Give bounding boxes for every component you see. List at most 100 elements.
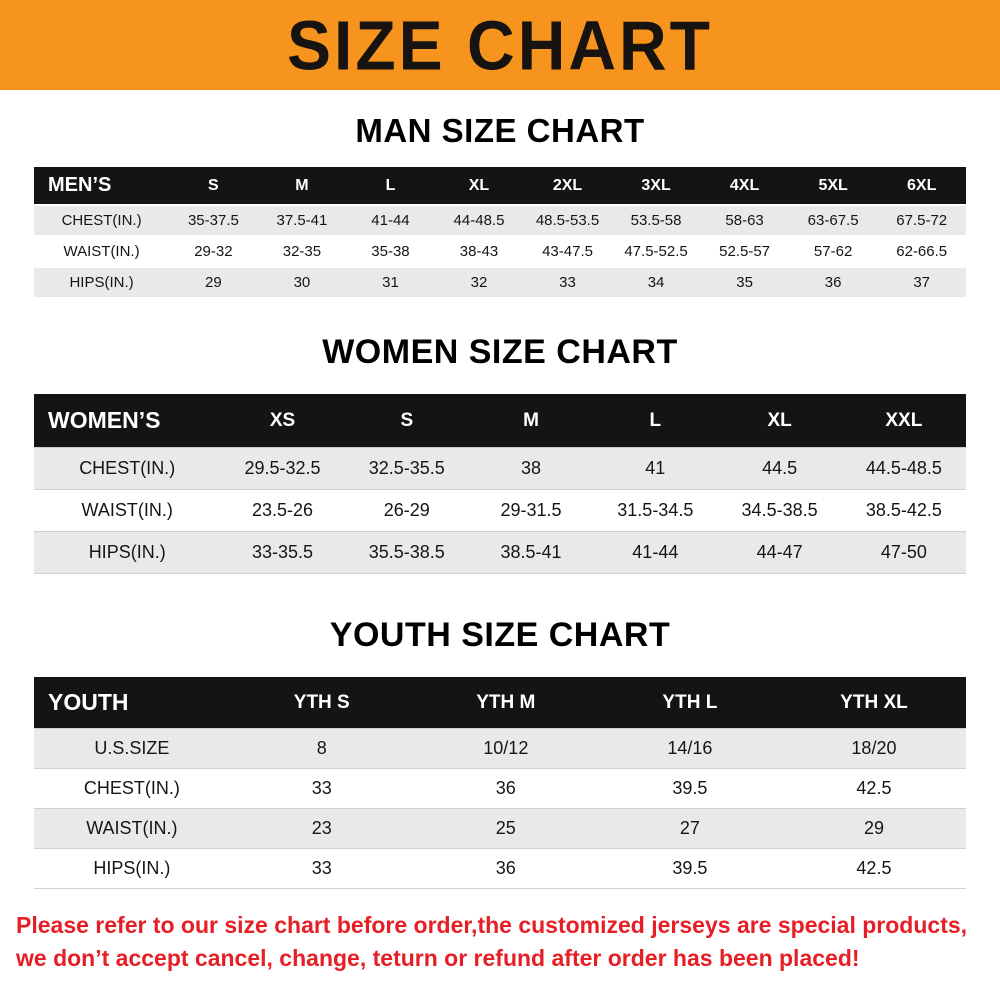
table-corner-label: YOUTH	[34, 677, 230, 729]
column-header: L	[346, 167, 435, 205]
size-value: 38	[468, 447, 594, 490]
size-value: 10/12	[413, 728, 598, 769]
size-value: 41-44	[593, 531, 718, 574]
section-women-size-chart: WOMEN SIZE CHART WOMEN’S XS S M L XL XXL CHEST(I…	[0, 333, 1000, 574]
note-line-2: we don’t accept cancel, change, teturn o…	[16, 945, 860, 972]
size-value: 36	[413, 848, 598, 889]
size-value: 32.5-35.5	[344, 447, 469, 490]
row-label: CHEST(IN.)	[34, 204, 170, 236]
table-corner-label: MEN’S	[34, 167, 170, 205]
column-header: M	[468, 394, 594, 448]
size-value: 34.5-38.5	[717, 489, 842, 532]
row-label: CHEST(IN.)	[34, 447, 221, 490]
disclaimer-note: Please refer to our size chart before or…	[16, 909, 984, 976]
size-value: 29-31.5	[468, 489, 594, 532]
table-row: WAIST(IN.) 29-32 32-35 35-38 38-43 43-47.5 47.…	[34, 235, 966, 267]
size-value: 29.5-32.5	[220, 447, 345, 490]
size-value: 29	[781, 808, 966, 849]
tables: MAN SIZE CHART MEN’S S M L XL 2XL 3XL 4XL 5XL 6XL C…	[0, 112, 1000, 889]
size-value: 23	[229, 808, 414, 849]
table-corner-label: WOMEN’S	[34, 394, 221, 448]
size-value: 37.5-41	[257, 204, 347, 236]
row-label: WAIST(IN.)	[34, 489, 221, 532]
size-value: 41	[593, 447, 718, 490]
size-value: 62-66.5	[877, 235, 966, 267]
row-label: HIPS(IN.)	[34, 266, 170, 297]
size-value: 25	[413, 808, 598, 849]
size-value: 32-35	[257, 235, 347, 267]
column-header: 5XL	[788, 167, 878, 205]
table-row: HIPS(IN.) 29 30 31 32 33 34 35 36 37	[34, 266, 966, 297]
size-value: 38-43	[434, 235, 524, 267]
size-value: 33-35.5	[220, 531, 345, 574]
size-value: 36	[413, 768, 598, 809]
size-value: 58-63	[700, 204, 789, 236]
section-youth-size-chart: YOUTH SIZE CHART YOUTH YTH S YTH M YTH L YTH …	[0, 616, 1000, 889]
size-value: 34	[611, 266, 701, 297]
column-header: XS	[220, 394, 345, 448]
size-value: 67.5-72	[877, 204, 966, 236]
column-header: L	[593, 394, 718, 448]
column-header: YTH L	[597, 677, 782, 729]
size-table: YOUTH YTH S YTH M YTH L YTH XL U.S.SIZE 8 10/12…	[34, 677, 966, 889]
size-value: 23.5-26	[220, 489, 345, 532]
size-value: 33	[229, 848, 414, 889]
size-value: 48.5-53.5	[523, 204, 612, 236]
size-value: 52.5-57	[700, 235, 789, 267]
column-header: 4XL	[700, 167, 789, 205]
size-value: 35-38	[346, 235, 435, 267]
size-value: 29-32	[169, 235, 258, 267]
size-value: 33	[229, 768, 414, 809]
size-table: MEN’S S M L XL 2XL 3XL 4XL 5XL 6XL CHEST(IN.) 35-37…	[34, 167, 966, 297]
size-value: 39.5	[597, 848, 782, 889]
table-row: WAIST(IN.) 23 25 27 29	[34, 808, 966, 849]
size-value: 35	[700, 266, 789, 297]
size-value: 30	[257, 266, 347, 297]
size-value: 32	[434, 266, 524, 297]
size-value: 57-62	[788, 235, 878, 267]
header-row: MEN’S S M L XL 2XL 3XL 4XL 5XL 6XL	[34, 167, 966, 205]
size-value: 42.5	[781, 848, 966, 889]
size-value: 31.5-34.5	[593, 489, 718, 532]
size-value: 33	[523, 266, 612, 297]
table-row: CHEST(IN.) 35-37.5 37.5-41 41-44 44-48.5 48.5…	[34, 204, 966, 236]
column-header: S	[169, 167, 258, 205]
table-row: CHEST(IN.) 33 36 39.5 42.5	[34, 768, 966, 809]
row-label: WAIST(IN.)	[34, 235, 170, 267]
row-label: CHEST(IN.)	[34, 768, 230, 809]
size-value: 44-47	[717, 531, 842, 574]
size-value: 35-37.5	[169, 204, 258, 236]
column-header: 3XL	[611, 167, 701, 205]
table-row: U.S.SIZE 8 10/12 14/16 18/20	[34, 728, 966, 769]
header-row: YOUTH YTH S YTH M YTH L YTH XL	[34, 677, 966, 729]
size-value: 47-50	[841, 531, 966, 574]
size-value: 31	[346, 266, 435, 297]
section-heading: WOMEN SIZE CHART	[322, 333, 678, 371]
banner: SIZE CHART	[0, 0, 1000, 90]
size-value: 47.5-52.5	[611, 235, 701, 267]
size-value: 29	[169, 266, 258, 297]
column-header: 2XL	[523, 167, 612, 205]
size-value: 44.5-48.5	[841, 447, 966, 490]
column-header: S	[344, 394, 469, 448]
size-value: 35.5-38.5	[344, 531, 469, 574]
header-row: WOMEN’S XS S M L XL XXL	[34, 394, 966, 448]
row-label: U.S.SIZE	[34, 728, 230, 769]
size-value: 26-29	[344, 489, 469, 532]
column-header: YTH S	[229, 677, 414, 729]
size-value: 39.5	[597, 768, 782, 809]
column-header: XXL	[841, 394, 966, 448]
table-row: WAIST(IN.) 23.5-26 26-29 29-31.5 31.5-34.5 34…	[34, 489, 966, 532]
table-row: CHEST(IN.) 29.5-32.5 32.5-35.5 38 41 44.5 44.5…	[34, 447, 966, 490]
column-header: 6XL	[877, 167, 966, 205]
size-value: 8	[229, 728, 414, 769]
column-header: YTH XL	[781, 677, 966, 729]
column-header: XL	[434, 167, 524, 205]
column-header: YTH M	[413, 677, 598, 729]
size-value: 44.5	[717, 447, 842, 490]
size-value: 14/16	[597, 728, 782, 769]
page-title: SIZE CHART	[287, 5, 713, 85]
row-label: HIPS(IN.)	[34, 531, 221, 574]
size-value: 38.5-41	[468, 531, 594, 574]
